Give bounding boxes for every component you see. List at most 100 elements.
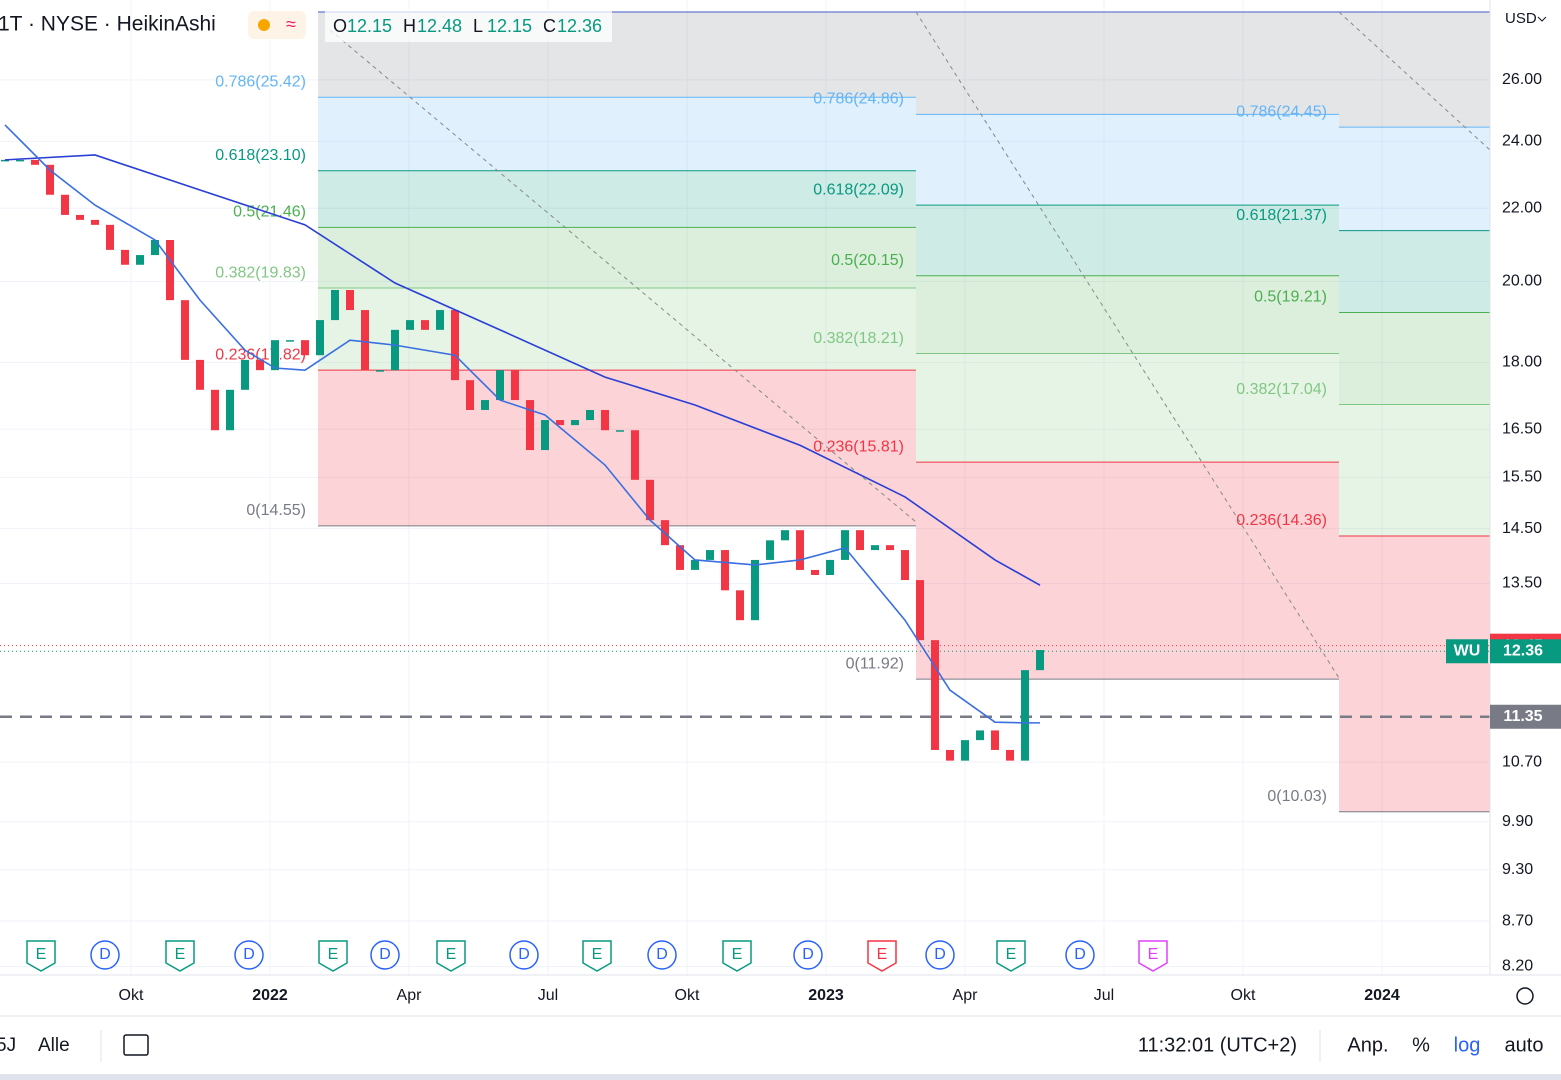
- x-tick-label: Okt: [119, 987, 144, 1004]
- x-tick-label: 2022: [252, 987, 288, 1004]
- fib-label: 0(14.55): [246, 502, 306, 519]
- scale-option[interactable]: %: [1412, 1034, 1430, 1056]
- candle: [46, 164, 54, 195]
- fib-label: 0.618(23.10): [215, 147, 306, 164]
- ohlc-key: C: [543, 16, 556, 36]
- candle: [1021, 670, 1029, 761]
- candle: [61, 194, 69, 215]
- candle: [916, 580, 924, 641]
- range-button[interactable]: 5J: [0, 1035, 16, 1056]
- y-tick-label: 26.00: [1502, 71, 1542, 88]
- event-icon[interactable]: [234, 940, 264, 970]
- fib-zone-top: [1339, 12, 1490, 128]
- fib-zone: [1339, 127, 1490, 231]
- fib-zone: [318, 370, 916, 526]
- candle: [856, 530, 864, 551]
- symbol-label-bg: [1446, 639, 1488, 664]
- fib-label: 0.382(19.83): [215, 264, 306, 281]
- scale-option[interactable]: log: [1454, 1034, 1481, 1056]
- event-icon[interactable]: [370, 940, 400, 970]
- event-icon[interactable]: [436, 940, 466, 972]
- event-icon[interactable]: [1065, 940, 1095, 970]
- event-label: D: [518, 946, 530, 963]
- candle: [541, 420, 549, 451]
- fib-label: 0.786(24.45): [1236, 103, 1327, 120]
- ohlc-value: 12.36: [557, 16, 602, 36]
- candle: [841, 530, 849, 560]
- candle: [166, 239, 174, 301]
- x-tick-label: Okt: [1231, 987, 1256, 1004]
- event-label: E: [175, 946, 186, 963]
- candle: [676, 545, 684, 570]
- trend-line: [1338, 11, 1491, 151]
- price-label: 11.35: [1503, 708, 1542, 725]
- scale-option[interactable]: auto: [1505, 1034, 1544, 1056]
- candle: [931, 640, 939, 750]
- fib-zone: [1339, 312, 1490, 405]
- event-icon[interactable]: [647, 940, 677, 970]
- ohlc-key: O: [333, 16, 347, 36]
- x-tick-label: Jul: [1094, 987, 1114, 1004]
- price-axis: [1490, 0, 1561, 975]
- fib-zone-top: [916, 12, 1339, 115]
- event-icon[interactable]: [867, 940, 897, 972]
- event-icon[interactable]: [1138, 940, 1168, 972]
- event-icon[interactable]: [90, 940, 120, 970]
- price-label-bg: [1490, 639, 1561, 664]
- y-tick-label: 18.00: [1502, 354, 1542, 371]
- event-icon[interactable]: [925, 940, 955, 970]
- candle: [376, 370, 384, 372]
- candle: [316, 320, 324, 356]
- fib-label: 0.236(14.36): [1236, 512, 1327, 529]
- candle: [496, 370, 504, 401]
- range-button[interactable]: Alle: [38, 1035, 70, 1056]
- price-label-bg: [1490, 704, 1561, 729]
- fib-zone: [318, 227, 916, 289]
- ohlc-key: H: [403, 16, 416, 36]
- y-tick-label: 9.90: [1502, 813, 1533, 830]
- fib-zone: [1339, 230, 1490, 313]
- candle: [481, 400, 489, 410]
- candle: [451, 310, 459, 381]
- event-label: D: [379, 946, 391, 963]
- event-icon[interactable]: [26, 940, 56, 972]
- candle: [241, 359, 249, 390]
- candle: [766, 540, 774, 560]
- currency[interactable]: USD: [1505, 10, 1537, 27]
- y-tick-label: 14.50: [1502, 520, 1542, 537]
- event-icon[interactable]: [793, 940, 823, 970]
- candle: [616, 430, 624, 432]
- candle: [691, 559, 699, 570]
- candle: [346, 289, 354, 311]
- candle: [226, 389, 234, 431]
- event-icon[interactable]: [318, 940, 348, 972]
- event-icon[interactable]: [722, 940, 752, 972]
- y-tick-label: 8.20: [1502, 958, 1533, 975]
- event-label: E: [328, 946, 339, 963]
- event-label: E: [1006, 946, 1017, 963]
- event-icon[interactable]: [509, 940, 539, 970]
- event-icon[interactable]: [996, 940, 1026, 972]
- scale-option[interactable]: Anp.: [1347, 1034, 1388, 1056]
- calendar-icon[interactable]: [123, 1034, 149, 1056]
- candle: [586, 409, 594, 421]
- candle: [436, 310, 444, 330]
- event-label: E: [877, 946, 888, 963]
- fib-zone: [1339, 404, 1490, 537]
- candle: [796, 530, 804, 570]
- fib-label: 0.618(22.09): [813, 181, 904, 198]
- wave-icon: ≈: [286, 14, 296, 34]
- event-icon[interactable]: [165, 940, 195, 972]
- event-label: D: [934, 946, 946, 963]
- settings-icon[interactable]: [1516, 987, 1534, 1005]
- ohlc-key: L: [473, 16, 483, 36]
- x-tick-label: Jul: [538, 987, 558, 1004]
- candle: [286, 340, 294, 342]
- event-icon[interactable]: [582, 940, 612, 972]
- fib-zone: [916, 205, 1339, 276]
- y-tick-label: 8.70: [1502, 912, 1533, 929]
- symbol-title: 1T · NYSE · HeikinAshi: [0, 13, 216, 36]
- fib-label: 0.618(21.37): [1236, 207, 1327, 224]
- fib-label: 0.236(15.81): [813, 438, 904, 455]
